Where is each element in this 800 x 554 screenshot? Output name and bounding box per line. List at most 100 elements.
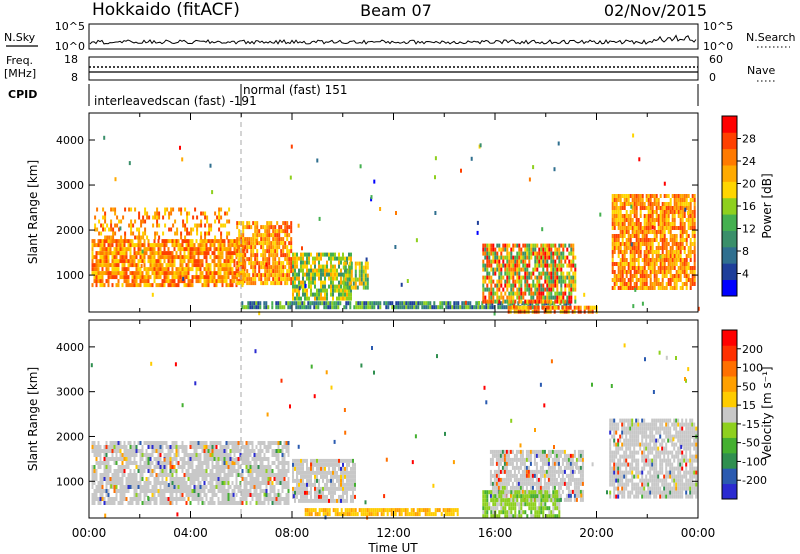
data-cell	[649, 206, 652, 210]
data-cell	[342, 498, 344, 503]
data-cell	[611, 266, 614, 270]
data-cell	[342, 486, 344, 491]
data-cell	[242, 225, 245, 230]
data-cell	[334, 486, 336, 491]
data-cell	[615, 206, 618, 210]
data-cell	[163, 255, 166, 260]
data-cell	[185, 469, 188, 473]
data-cell	[308, 296, 310, 301]
data-cell	[197, 469, 200, 473]
data-cell	[109, 445, 112, 449]
data-cell	[689, 246, 692, 250]
data-cell	[253, 305, 256, 310]
data-cell	[129, 477, 132, 481]
data-cell	[655, 194, 658, 198]
data-cell	[235, 457, 238, 461]
data-cell	[110, 227, 113, 232]
data-cell	[671, 258, 674, 262]
data-cell	[267, 497, 270, 501]
data-cell	[236, 237, 239, 242]
data-cell	[195, 453, 198, 457]
data-cell	[200, 235, 203, 240]
data-cell	[629, 222, 632, 226]
data-cell	[219, 449, 222, 453]
data-cell	[115, 461, 118, 465]
data-cell	[215, 263, 218, 268]
data-cell	[659, 210, 662, 214]
data-cell	[245, 493, 248, 497]
data-cell	[233, 485, 236, 489]
data-cell	[105, 485, 108, 489]
data-cell	[227, 477, 230, 481]
data-cell	[463, 301, 466, 306]
data-cell	[219, 453, 222, 457]
data-cell	[657, 270, 660, 274]
data-cell	[647, 242, 650, 246]
data-cell	[332, 486, 334, 491]
data-cell	[693, 282, 696, 286]
data-cell	[125, 457, 128, 461]
data-cell	[236, 241, 239, 246]
data-cell	[171, 445, 174, 449]
data-cell	[512, 275, 515, 280]
data-cell	[104, 227, 107, 232]
data-cell	[554, 283, 557, 288]
data-cell	[209, 469, 212, 473]
data-cell	[310, 252, 312, 257]
data-cell	[119, 501, 122, 505]
data-cell	[643, 214, 646, 218]
data-cell	[129, 473, 132, 477]
data-cell	[554, 299, 557, 304]
data-cell	[265, 457, 268, 461]
data-cell	[145, 449, 148, 453]
data-cell	[633, 282, 636, 286]
data-cell	[129, 271, 132, 276]
data-cell	[655, 250, 658, 254]
data-cell	[661, 202, 664, 206]
data-cell	[323, 305, 326, 310]
data-cell	[651, 270, 654, 274]
data-cell	[183, 255, 186, 260]
data-cell	[326, 474, 328, 479]
data-cell	[287, 489, 290, 493]
data-cell	[231, 493, 234, 497]
data-cell	[119, 247, 122, 252]
data-cell	[268, 245, 271, 250]
data-cell	[219, 251, 222, 256]
data-cell	[105, 489, 108, 493]
data-cell	[187, 477, 190, 481]
data-cell	[175, 251, 178, 256]
data-cell	[189, 493, 192, 497]
data-cell	[302, 470, 304, 475]
data-cell	[486, 267, 489, 272]
data-cell	[205, 275, 208, 280]
data-cell	[105, 259, 108, 264]
data-cell	[340, 276, 342, 281]
data-cell	[185, 473, 188, 477]
data-cell	[294, 276, 296, 281]
data-cell	[637, 226, 640, 230]
data-cell	[241, 469, 244, 473]
data-cell	[298, 478, 300, 483]
data-cell	[498, 299, 501, 304]
data-cell	[627, 286, 630, 290]
data-cell	[113, 251, 116, 256]
data-cell	[637, 242, 640, 246]
data-cell	[208, 231, 211, 236]
data-cell	[233, 489, 236, 493]
data-cell	[239, 441, 242, 445]
data-cell	[348, 269, 351, 274]
data-cell	[667, 254, 670, 258]
data-cell	[260, 225, 263, 230]
data-cell	[268, 257, 271, 262]
data-cell	[201, 501, 204, 505]
data-cell	[689, 242, 692, 246]
data-cell	[109, 477, 112, 481]
data-cell	[342, 478, 344, 483]
data-cell	[195, 247, 198, 252]
data-cell	[171, 259, 174, 264]
data-cell	[287, 445, 290, 449]
data-cell	[288, 241, 291, 246]
data-cell	[278, 237, 281, 242]
data-cell	[290, 249, 293, 254]
